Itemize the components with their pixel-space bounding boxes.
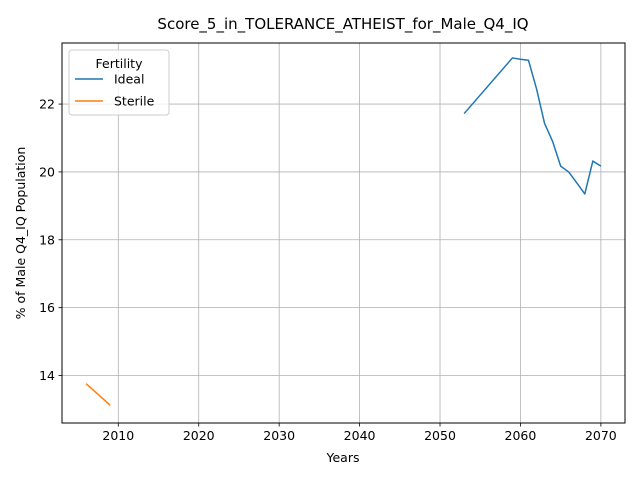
x-tick-label: 2060 <box>505 428 537 443</box>
y-tick-label: 20 <box>39 164 55 179</box>
x-axis-title: Years <box>326 450 360 465</box>
legend-label-sterile: Sterile <box>114 94 155 109</box>
y-tick-label: 16 <box>39 300 55 315</box>
x-tick-label: 2030 <box>263 428 295 443</box>
x-tick-label: 2070 <box>585 428 617 443</box>
x-tick-label: 2010 <box>102 428 134 443</box>
y-axis-title: % of Male Q4_IQ Population <box>13 147 28 320</box>
x-tick-label: 2040 <box>344 428 376 443</box>
y-tick-label: 22 <box>39 97 55 112</box>
axis-ticks: 2010 2020 2030 2040 2050 2060 2070 14 16 18 20 22 <box>39 97 617 443</box>
y-tick-label: 18 <box>39 232 55 247</box>
legend-box <box>68 49 170 116</box>
plot-series <box>85 57 602 406</box>
chart-title: Score_5_in_TOLERANCE_ATHEIST_for_Male_Q4… <box>157 15 528 34</box>
plot-area-frame <box>61 42 626 424</box>
y-tick-label: 14 <box>39 368 55 383</box>
series-line-ideal <box>463 57 602 195</box>
grid-lines <box>62 43 625 423</box>
x-tick-label: 2020 <box>183 428 215 443</box>
legend-title: Fertility <box>96 56 144 71</box>
legend: Fertility Ideal Sterile <box>68 49 170 116</box>
legend-label-ideal: Ideal <box>114 72 144 87</box>
x-tick-label: 2050 <box>424 428 456 443</box>
series-line-sterile <box>85 383 111 406</box>
